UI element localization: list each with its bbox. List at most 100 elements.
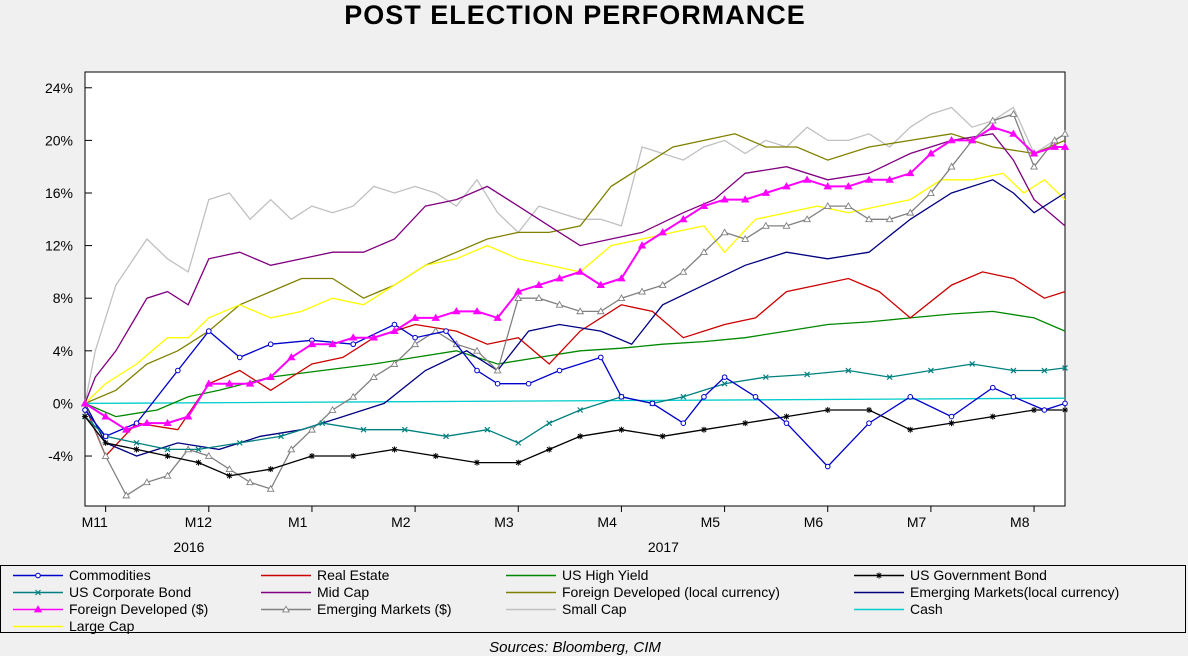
data-point — [122, 425, 131, 433]
data-point — [35, 572, 41, 579]
x-tick-label: M5 — [701, 514, 721, 530]
x-axis: M11 M12 M1 M2 M3 M4 M5 M6 M7 M8 2016 2017 — [82, 506, 1035, 555]
legend-label: Small Cap — [562, 601, 627, 617]
series-foreign-developed — [80, 122, 1070, 433]
data-point — [164, 453, 171, 460]
x-tick-label: M12 — [185, 514, 212, 530]
data-point — [720, 228, 729, 236]
plot-area — [84, 71, 1066, 507]
data-point — [1010, 367, 1017, 374]
data-point — [988, 122, 997, 131]
series-line — [84, 271, 1066, 458]
data-point — [245, 379, 255, 387]
data-point — [596, 280, 605, 288]
data-point — [369, 333, 379, 341]
data-point — [555, 300, 564, 308]
data-point — [163, 471, 172, 479]
data-point — [474, 367, 480, 374]
data-point — [360, 426, 367, 433]
data-point — [195, 446, 202, 453]
data-point — [350, 453, 357, 460]
data-point — [948, 413, 955, 420]
data-point — [282, 605, 290, 613]
data-point — [618, 426, 625, 433]
legend-swatch — [506, 591, 556, 594]
data-point — [886, 374, 893, 381]
data-point — [1010, 394, 1017, 400]
data-point — [720, 195, 729, 203]
data-point — [679, 215, 688, 223]
data-point — [82, 413, 88, 420]
data-point — [534, 280, 544, 288]
data-point — [546, 420, 553, 427]
data-point — [969, 361, 976, 367]
legend-label: Cash — [910, 601, 943, 617]
legend-label: US Government Bond — [910, 567, 1047, 583]
data-point — [493, 366, 502, 374]
data-point — [452, 307, 461, 315]
data-point — [1041, 367, 1048, 374]
legend-label: Real Estate — [317, 567, 390, 583]
data-point — [802, 175, 812, 183]
legend-swatch — [261, 591, 311, 594]
data-point — [701, 394, 707, 400]
y-tick-label: 8% — [53, 290, 73, 306]
data-point — [546, 446, 553, 453]
data-point — [80, 399, 90, 407]
data-point — [1030, 162, 1039, 170]
x-tick-label: M2 — [391, 514, 411, 530]
data-point — [1060, 142, 1070, 150]
data-point — [926, 188, 935, 196]
data-point — [680, 420, 687, 426]
data-point — [617, 274, 626, 282]
data-point — [741, 234, 750, 242]
data-point — [431, 313, 440, 321]
legend-swatch — [506, 574, 556, 577]
legend-label: Commodities — [69, 567, 151, 583]
data-point — [866, 406, 872, 413]
x-tick-label: M7 — [907, 514, 927, 530]
x-tick-label: M3 — [494, 514, 514, 530]
data-point — [989, 413, 996, 420]
data-point — [443, 433, 449, 440]
data-point — [596, 307, 605, 315]
data-point — [866, 420, 872, 426]
data-point — [308, 453, 315, 460]
y-tick-label: 20% — [45, 132, 73, 148]
data-point — [443, 328, 449, 334]
data-point — [864, 175, 874, 183]
data-point — [721, 374, 728, 380]
data-point — [907, 426, 914, 433]
data-point — [410, 313, 420, 321]
data-point — [266, 372, 275, 381]
data-point — [349, 333, 358, 341]
legend-swatch — [854, 608, 904, 611]
data-point — [390, 359, 399, 367]
data-point — [236, 354, 243, 361]
data-point — [1009, 109, 1018, 117]
data-point — [1062, 406, 1068, 413]
series-small-cap — [84, 106, 1066, 404]
legend-label: Emerging Markets(local currency) — [910, 584, 1120, 600]
data-point — [885, 175, 894, 183]
legend-swatch — [854, 572, 904, 579]
sources-note: Sources: Bloomberg, CIM — [489, 639, 661, 656]
data-point — [493, 313, 502, 321]
data-point — [390, 326, 399, 334]
series-cash — [84, 397, 1066, 405]
data-point — [133, 439, 140, 446]
data-point — [1061, 129, 1069, 137]
data-point — [164, 446, 171, 453]
data-point — [122, 491, 131, 499]
series-line — [84, 363, 1066, 451]
data-point — [597, 354, 604, 361]
data-point — [307, 425, 316, 433]
data-point — [844, 202, 853, 209]
data-point — [577, 407, 584, 413]
data-point — [617, 294, 626, 302]
data-point — [576, 307, 585, 315]
legend-label: US Corporate Bond — [69, 584, 192, 600]
data-point — [266, 484, 275, 492]
legend-swatch — [506, 608, 556, 611]
y-tick-label: 0% — [53, 395, 73, 411]
